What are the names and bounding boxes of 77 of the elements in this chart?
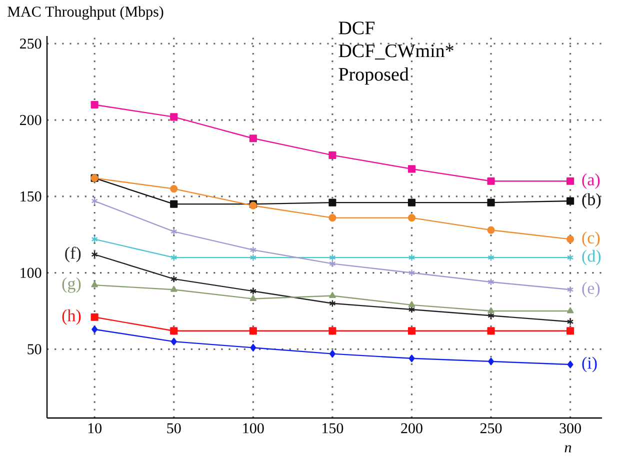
point <box>170 113 178 121</box>
point <box>487 226 495 234</box>
point <box>328 327 336 335</box>
point <box>329 292 336 298</box>
point <box>329 300 336 308</box>
x-tick-label: 250 <box>480 423 502 434</box>
x-tick-label: 150 <box>322 423 344 434</box>
text: DCF <box>338 22 374 34</box>
point <box>170 254 178 262</box>
point <box>488 254 494 262</box>
annotation: Proposed <box>338 67 409 85</box>
point <box>566 307 574 314</box>
point <box>91 281 98 288</box>
point <box>408 327 416 335</box>
point <box>487 177 495 185</box>
x-tick-label: 200 <box>401 423 422 434</box>
point <box>170 200 178 208</box>
point <box>488 278 494 286</box>
x-tick-label: 100 <box>243 423 264 434</box>
series-label: (g) <box>62 277 81 293</box>
series-label: (f) <box>65 246 81 262</box>
point <box>566 197 574 205</box>
point <box>329 350 336 358</box>
x-tick-label: 10 <box>88 423 102 434</box>
series-label: (e) <box>582 282 600 298</box>
point <box>250 344 256 352</box>
point <box>328 198 336 206</box>
point <box>408 254 416 262</box>
point <box>170 327 178 335</box>
y-tick-label: 150 <box>20 191 42 202</box>
point <box>90 313 98 321</box>
point <box>488 307 494 314</box>
point <box>408 301 416 308</box>
y-tick-label: 200 <box>20 114 42 126</box>
annotation: DCF_CWmin* <box>338 44 454 60</box>
point <box>487 198 495 206</box>
y-axis-title: MAC Throughput (Mbps) <box>8 6 164 20</box>
series-label: (h) <box>62 309 81 325</box>
point <box>250 246 257 254</box>
x-tick-label: 300 <box>560 423 581 434</box>
series-label: (i) <box>582 356 597 372</box>
series-label: (c) <box>582 232 600 247</box>
point <box>408 354 415 362</box>
point <box>92 326 98 334</box>
point <box>328 151 336 159</box>
point <box>250 254 257 262</box>
point <box>170 228 178 236</box>
point <box>488 358 494 366</box>
point <box>567 360 574 368</box>
point <box>249 327 257 335</box>
x-axis-title: n <box>564 445 572 452</box>
point <box>329 254 336 262</box>
y-tick-label: 100 <box>20 268 42 278</box>
point <box>487 327 495 335</box>
point <box>566 235 574 243</box>
series-label: (a) <box>582 173 600 189</box>
y-tick-label: 250 <box>20 38 42 49</box>
y-tick-label: 50 <box>28 344 42 354</box>
point <box>566 177 574 185</box>
series-label: (b) <box>582 193 601 209</box>
point <box>329 260 336 268</box>
series-label: (d) <box>582 250 601 266</box>
point <box>408 165 416 173</box>
point <box>250 295 257 301</box>
x-tick-label: 50 <box>167 423 181 434</box>
point <box>170 286 178 292</box>
point <box>408 269 416 277</box>
point <box>170 338 177 346</box>
point <box>170 184 178 193</box>
point <box>249 134 257 142</box>
point <box>408 214 416 222</box>
point <box>408 198 416 206</box>
point <box>90 100 98 109</box>
point <box>170 275 178 283</box>
point <box>250 287 257 295</box>
point <box>328 214 336 222</box>
point <box>566 327 574 335</box>
